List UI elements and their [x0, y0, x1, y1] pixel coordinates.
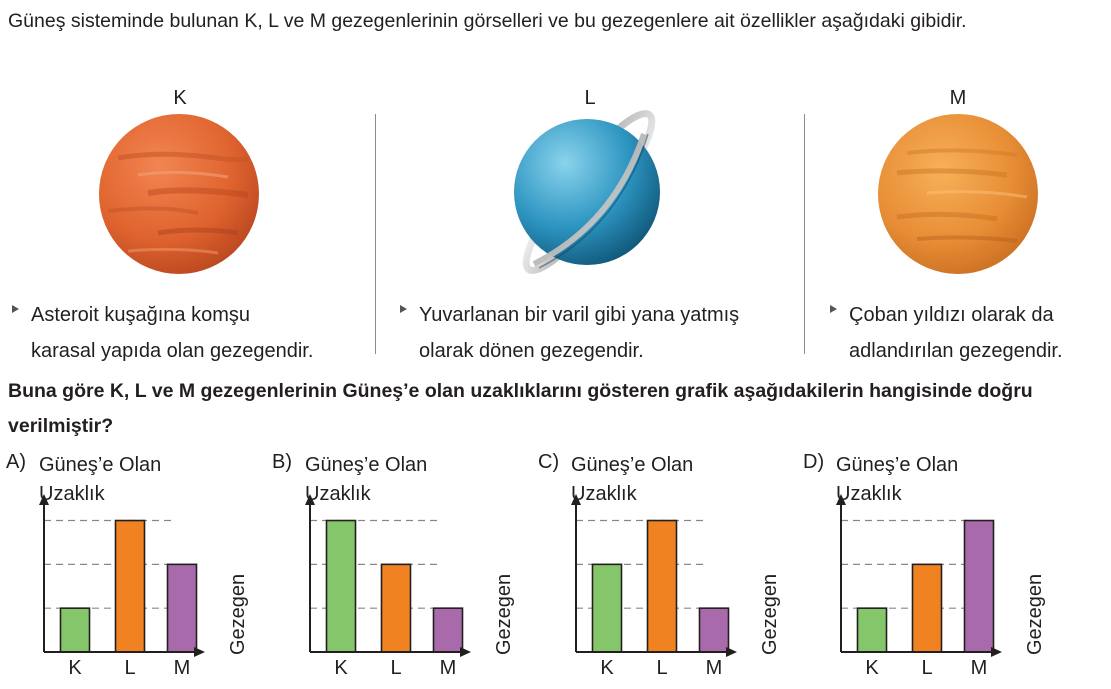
y-axis-title-line1: Güneş’e Olan — [305, 454, 428, 476]
planet-label-l: L — [584, 87, 596, 109]
bar-l — [646, 519, 678, 653]
bar-chart-svg: K L M Gezegen — [836, 494, 1046, 679]
option-a-chart[interactable]: A) Güneş’e Olan Uzaklık K L M Gezegen — [6, 445, 266, 689]
y-axis-title-line2: Uzaklık — [39, 483, 105, 505]
y-axis-title: Güneş’e Olan Uzaklık — [39, 451, 161, 509]
bar-k — [325, 519, 357, 653]
x-tick-label: M — [174, 657, 191, 679]
x-axis-arrow — [991, 647, 1002, 657]
y-axis-title-line2: Uzaklık — [571, 483, 637, 505]
y-axis-title-line2: Uzaklık — [305, 483, 371, 505]
x-tick-label: M — [971, 657, 988, 679]
y-axis-title: Güneş’e Olan Uzaklık — [571, 451, 693, 509]
y-axis-arrow — [836, 494, 846, 505]
bar-chart-svg: K L M Gezegen — [571, 494, 781, 679]
x-tick-label: L — [390, 657, 401, 679]
x-axis-title: Gezegen — [493, 574, 515, 655]
bar-l — [114, 519, 146, 653]
y-axis-title-line1: Güneş’e Olan — [836, 454, 959, 476]
planet-k-description: Asteroit kuşağına komşu karasal yapıda o… — [12, 297, 362, 369]
column-divider-2 — [804, 114, 805, 354]
bar-chart-svg: K L M Gezegen — [305, 494, 515, 679]
planet-l-description: Yuvarlanan bir varil gibi yana yatmış ol… — [400, 297, 800, 369]
intro-text: Güneş sisteminde bulunan K, L ve M gezeg… — [8, 10, 967, 32]
x-tick-label: L — [921, 657, 932, 679]
x-axis-arrow — [460, 647, 471, 657]
y-axis-arrow — [39, 494, 49, 505]
planet-l-image — [514, 110, 660, 274]
option-letter[interactable]: B) — [272, 451, 292, 473]
bar-k — [59, 607, 91, 653]
option-d-chart[interactable]: D) Güneş’e Olan Uzaklık K L M Gezegen — [803, 445, 1063, 689]
x-tick-label: M — [440, 657, 457, 679]
option-letter[interactable]: C) — [538, 451, 560, 473]
bar-l — [380, 563, 412, 653]
bar-chart-svg: K L M Gezegen — [39, 494, 249, 679]
x-axis-arrow — [194, 647, 205, 657]
option-c-chart[interactable]: C) Güneş’e Olan Uzaklık K L M Gezegen — [538, 445, 798, 689]
x-axis-title: Gezegen — [759, 574, 781, 655]
bar-l — [911, 563, 943, 653]
y-axis-title-line2: Uzaklık — [836, 483, 902, 505]
bar-m — [963, 519, 995, 653]
x-tick-label: K — [865, 657, 879, 679]
column-divider-1 — [375, 114, 376, 354]
option-letter[interactable]: A) — [6, 451, 26, 473]
planet-m-desc-line1: Çoban yıldızı olarak da — [849, 304, 1054, 326]
y-axis-title-line1: Güneş’e Olan — [39, 454, 162, 476]
y-axis-title: Güneş’e Olan Uzaklık — [836, 451, 958, 509]
x-tick-label: L — [124, 657, 135, 679]
x-axis-title: Gezegen — [1024, 574, 1046, 655]
option-b-chart[interactable]: B) Güneş’e Olan Uzaklık K L M Gezegen — [272, 445, 532, 689]
bar-m — [698, 607, 730, 653]
bullet-icon — [830, 305, 837, 313]
x-tick-label: M — [706, 657, 723, 679]
bullet-icon — [12, 305, 19, 313]
planet-label-m: M — [949, 87, 967, 109]
x-tick-label: K — [334, 657, 348, 679]
option-letter[interactable]: D) — [803, 451, 825, 473]
x-tick-label: K — [68, 657, 82, 679]
x-tick-label: K — [600, 657, 614, 679]
planet-m-desc-line2: adlandırılan gezegendir. — [849, 340, 1063, 362]
bar-m — [166, 563, 198, 653]
bar-k — [591, 563, 623, 653]
y-axis-arrow — [571, 494, 581, 505]
question-text: Buna göre K, L ve M gezegenlerinin Güneş… — [8, 380, 1033, 437]
x-axis-arrow — [726, 647, 737, 657]
planet-l-desc-line2: olarak dönen gezegendir. — [419, 340, 644, 362]
planet-m-description: Çoban yıldızı olarak da adlandırılan gez… — [830, 297, 1100, 369]
planet-k-image — [99, 114, 259, 274]
y-axis-title: Güneş’e Olan Uzaklık — [305, 451, 427, 509]
planet-l-desc-line1: Yuvarlanan bir varil gibi yana yatmış — [419, 304, 740, 326]
planet-label-k: K — [173, 87, 187, 109]
bullet-icon — [400, 305, 407, 313]
x-axis-title: Gezegen — [227, 574, 249, 655]
planet-k-desc-line2: karasal yapıda olan gezegendir. — [31, 340, 314, 362]
bar-m — [432, 607, 464, 653]
planet-m-image — [878, 114, 1038, 274]
x-tick-label: L — [656, 657, 667, 679]
y-axis-arrow — [305, 494, 315, 505]
planet-k-desc-line1: Asteroit kuşağına komşu — [31, 304, 250, 326]
y-axis-title-line1: Güneş’e Olan — [571, 454, 694, 476]
bar-k — [856, 607, 888, 653]
